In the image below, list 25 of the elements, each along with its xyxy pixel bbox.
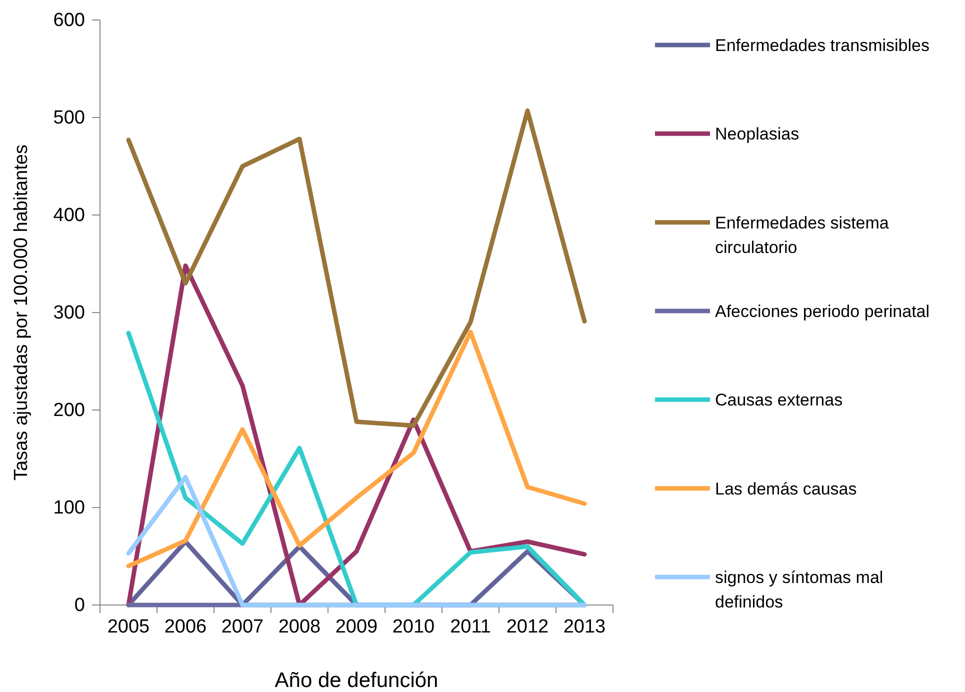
legend-label: Causas externas: [715, 390, 843, 410]
legend-label: Neoplasias: [715, 124, 800, 144]
x-tick-label: 2009: [335, 616, 378, 638]
x-tick-label: 2008: [278, 616, 321, 638]
x-tick-label: 2010: [392, 616, 435, 638]
y-tick-label: 300: [53, 302, 85, 324]
legend-label: Enfermedades transmisibles: [715, 36, 930, 55]
x-tick-label: 2007: [221, 616, 264, 638]
y-tick-label: 200: [53, 400, 85, 422]
legend-label: Enfermedades sistema circulatorio: [715, 213, 890, 257]
legend-label: Afecciones periodo perinatal: [715, 302, 930, 321]
y-tick-label: 400: [53, 205, 85, 226]
y-tick-label: 100: [53, 498, 85, 519]
x-tick-label: 2006: [164, 616, 207, 638]
legend-label: Las demás causas: [715, 479, 857, 498]
legend-label: signos y síntomas mal definidos: [715, 568, 884, 612]
y-axis-title: Tasas ajustadas por 100.000 habitantes: [11, 144, 32, 480]
y-tick-label: 500: [53, 108, 85, 129]
x-tick-label: 2012: [506, 616, 549, 638]
x-tick-label: 2011: [450, 616, 491, 638]
x-axis-title: Año de defunción: [274, 669, 438, 692]
x-tick-label: 2013: [563, 616, 606, 638]
y-tick-label: 0: [74, 595, 85, 616]
y-tick-label: 600: [53, 10, 85, 32]
x-tick-label: 2005: [107, 616, 150, 638]
